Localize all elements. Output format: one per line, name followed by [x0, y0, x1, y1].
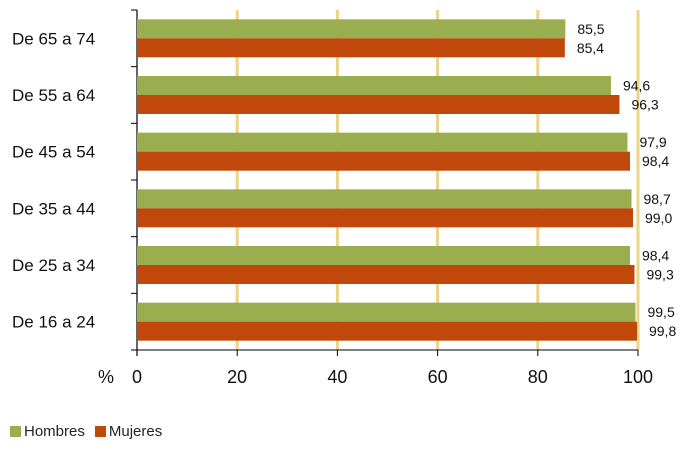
legend-label-hombres: Hombres [24, 423, 85, 440]
bar-hombres [137, 302, 636, 322]
data-label: 96,3 [631, 97, 658, 113]
category-label: De 45 a 54 [12, 143, 95, 162]
category-label: De 65 a 74 [12, 29, 95, 48]
legend-item-mujeres: Mujeres [94, 423, 163, 440]
legend: Hombres Mujeres [10, 423, 172, 440]
bar-hombres [137, 246, 630, 265]
legend-item-hombres: Hombres [10, 423, 85, 440]
bar-mujeres [137, 151, 630, 171]
data-label: 98,4 [642, 153, 669, 169]
x-tick-label: 20 [227, 367, 247, 387]
bar-mujeres [137, 321, 637, 341]
data-label: 97,9 [639, 134, 666, 150]
data-label: 99,8 [649, 323, 676, 339]
category-label: De 25 a 34 [12, 256, 95, 275]
x-tick-label: 0 [132, 367, 142, 387]
bar-mujeres [137, 208, 633, 228]
data-label: 98,7 [643, 191, 670, 207]
x-tick-label: 80 [528, 367, 548, 387]
category-label: De 55 a 64 [12, 86, 95, 105]
legend-swatch-mujeres [94, 426, 106, 437]
data-label: 99,3 [646, 267, 673, 283]
data-label: 85,4 [577, 40, 604, 56]
data-label: 85,5 [577, 21, 604, 37]
bar-mujeres [137, 95, 620, 114]
legend-label-mujeres: Mujeres [108, 423, 163, 440]
bar-hombres [137, 132, 628, 152]
category-label: De 16 a 24 [12, 313, 95, 332]
bar-hombres [137, 76, 611, 95]
x-tick-label: 100 [623, 367, 653, 387]
data-label: 99,5 [647, 304, 674, 320]
bar-hombres [137, 19, 566, 39]
x-tick-label: 40 [327, 367, 347, 387]
legend-swatch-hombres [10, 426, 21, 437]
bar-hombres [137, 189, 632, 209]
x-axis-unit-label: % [98, 367, 114, 387]
x-tick-label: 60 [428, 367, 448, 387]
data-label: 94,6 [623, 78, 650, 94]
data-label: 98,4 [642, 248, 669, 264]
data-label: 99,0 [645, 210, 672, 226]
bar-mujeres [137, 265, 635, 284]
category-label: De 35 a 44 [12, 199, 95, 218]
bar-mujeres [137, 38, 565, 58]
